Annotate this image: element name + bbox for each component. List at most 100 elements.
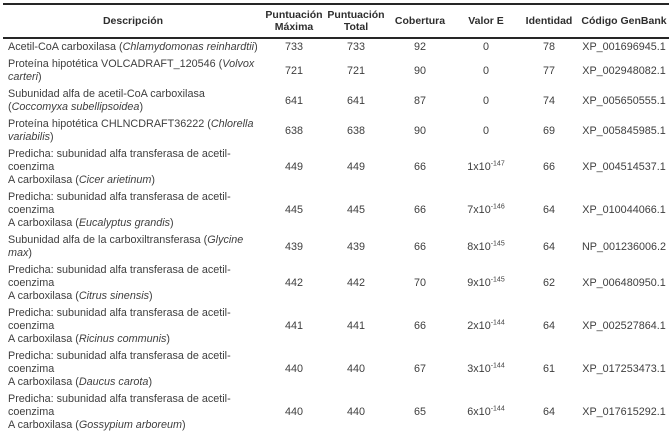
description-cell: Predicha: subunidad alfa transferasa de … bbox=[3, 262, 263, 305]
table-row: Subunidad alfa de acetil-CoA carboxilasa… bbox=[3, 86, 669, 116]
total-score-cell: 440 bbox=[346, 406, 365, 419]
description-text: A carboxilasa ( bbox=[8, 419, 79, 432]
species-name: Glycine max bbox=[8, 234, 244, 260]
description-text: Subunidad alfa de acetil-CoA carboxilasa bbox=[8, 88, 205, 101]
table-row: Predicha: subunidad alfa transferasa de … bbox=[3, 262, 669, 305]
species-name: Coccomyxa subellipsoidea bbox=[11, 101, 140, 114]
description-cell: Predicha: subunidad alfa transferasa de … bbox=[3, 189, 263, 232]
evalue-exponent: -145 bbox=[490, 240, 505, 248]
coverage-cell: 66 bbox=[413, 320, 426, 333]
total-score-cell: 442 bbox=[346, 277, 365, 290]
coverage-cell: 70 bbox=[413, 277, 426, 290]
genbank-code-cell: XP_005845985.1 bbox=[582, 124, 666, 137]
total-score-cell: 641 bbox=[346, 94, 365, 107]
description-cell: Predicha: subunidad alfa transferasa de … bbox=[3, 305, 263, 348]
table-row: Predicha: subunidad alfa transferasa de … bbox=[3, 348, 669, 391]
total-score-cell: 638 bbox=[346, 124, 365, 137]
description-text: ) bbox=[149, 290, 153, 303]
evalue-cell: 9x10-145 bbox=[467, 276, 505, 290]
description-cell: Predicha: subunidad alfa transferasa de … bbox=[3, 146, 263, 189]
coverage-cell: 65 bbox=[413, 406, 426, 419]
evalue-exponent: -144 bbox=[490, 319, 505, 327]
identity-cell: 64 bbox=[542, 240, 555, 253]
identity-cell: 61 bbox=[542, 363, 555, 376]
description-text: ) bbox=[182, 419, 186, 432]
evalue-cell: 0 bbox=[482, 94, 489, 107]
description-cell: Predicha: subunidad alfa transferasa de … bbox=[3, 391, 263, 434]
description-text: Predicha: subunidad alfa transferasa de … bbox=[8, 191, 231, 217]
max-score-cell: 638 bbox=[284, 124, 303, 137]
total-score-cell: 439 bbox=[346, 240, 365, 253]
coverage-cell: 66 bbox=[413, 240, 426, 253]
header-valor-e: Valor E bbox=[453, 2, 519, 40]
total-score-cell: 721 bbox=[346, 64, 365, 77]
description-text: Proteína hipotética CHLNCDRAFT36222 ( bbox=[8, 118, 211, 131]
description-cell: Proteína hipotética VOLCADRAFT_120546 (V… bbox=[3, 56, 263, 86]
identity-cell: 78 bbox=[542, 41, 555, 54]
genbank-code-cell: XP_017253473.1 bbox=[582, 363, 666, 376]
evalue-cell: 8x10-145 bbox=[467, 240, 505, 253]
blast-results-table: Descripción Puntuación Máxima Puntuación… bbox=[3, 2, 669, 437]
max-score-cell: 721 bbox=[284, 64, 303, 77]
genbank-code-cell: XP_017615292.1 bbox=[582, 406, 666, 419]
header-codigo-genbank: Código GenBank bbox=[579, 2, 669, 40]
genbank-code-cell: XP_001696945.1 bbox=[582, 41, 666, 54]
total-score-cell: 445 bbox=[346, 204, 365, 217]
description-text: A carboxilasa ( bbox=[8, 174, 79, 187]
identity-cell: 74 bbox=[542, 94, 555, 107]
coverage-cell: 87 bbox=[413, 94, 426, 107]
identity-cell: 69 bbox=[542, 124, 555, 137]
description-text: ) bbox=[166, 333, 171, 346]
results-table-body: Acetil-CoA carboxilasa (Chlamydomonas re… bbox=[3, 38, 669, 437]
max-score-cell: 449 bbox=[284, 161, 303, 174]
header-identidad: Identidad bbox=[519, 2, 579, 40]
description-text: A carboxilasa ( bbox=[8, 290, 79, 303]
coverage-cell: 92 bbox=[413, 41, 426, 54]
species-name: Chlamydomonas reinhardtii bbox=[122, 41, 255, 54]
table-row: Proteína hipotética VOLCADRAFT_120546 (V… bbox=[3, 56, 669, 86]
description-text: ) bbox=[38, 71, 42, 84]
description-text: A carboxilasa ( bbox=[8, 333, 79, 346]
description-cell: Predicha: subunidad alfa transferasa de … bbox=[3, 348, 263, 391]
table-row: Predicha: subunidad alfa transferasa de … bbox=[3, 305, 669, 348]
max-score-cell: 439 bbox=[284, 240, 303, 253]
header-puntuacion-total: Puntuación Total bbox=[325, 2, 387, 40]
genbank-code-cell: NP_001236006.2 bbox=[581, 240, 667, 253]
max-score-cell: 440 bbox=[284, 406, 303, 419]
genbank-code-cell: XP_002527864.1 bbox=[582, 320, 666, 333]
evalue-exponent: -147 bbox=[490, 160, 505, 168]
max-score-cell: 641 bbox=[284, 94, 303, 107]
description-text: ) bbox=[50, 131, 54, 144]
species-name: Ricinus communis bbox=[78, 333, 167, 346]
description-text: Predicha: subunidad alfa transferasa de … bbox=[8, 350, 231, 376]
max-score-cell: 733 bbox=[284, 41, 303, 54]
evalue-cell: 3x10-144 bbox=[467, 362, 505, 376]
evalue-exponent: -145 bbox=[490, 276, 505, 284]
max-score-cell: 440 bbox=[284, 363, 303, 376]
evalue-cell: 0 bbox=[482, 64, 489, 77]
total-score-cell: 440 bbox=[346, 363, 365, 376]
identity-cell: 62 bbox=[542, 277, 555, 290]
description-text: ) bbox=[28, 247, 33, 260]
header-descripcion: Descripción bbox=[3, 2, 263, 40]
evalue-cell: 0 bbox=[482, 124, 489, 137]
table-header: Descripción Puntuación Máxima Puntuación… bbox=[3, 2, 669, 40]
species-name: Daucus carota bbox=[78, 376, 149, 389]
identity-cell: 64 bbox=[542, 204, 555, 217]
description-text: ) bbox=[151, 174, 156, 187]
table-row: Predicha: subunidad alfa transferasa de … bbox=[3, 189, 669, 232]
description-text: Predicha: subunidad alfa transferasa de … bbox=[8, 264, 231, 290]
total-score-cell: 733 bbox=[346, 41, 365, 54]
header-row: Descripción Puntuación Máxima Puntuación… bbox=[3, 2, 669, 40]
evalue-exponent: -146 bbox=[490, 203, 505, 211]
description-text: Predicha: subunidad alfa transferasa de … bbox=[8, 393, 231, 419]
table-row: Proteína hipotética CHLNCDRAFT36222 (Chl… bbox=[3, 116, 669, 146]
table-row: Subunidad alfa de la carboxiltransferasa… bbox=[3, 232, 669, 262]
evalue-exponent: -144 bbox=[490, 362, 505, 370]
genbank-code-cell: XP_010044066.1 bbox=[582, 204, 666, 217]
max-score-cell: 445 bbox=[284, 204, 303, 217]
description-text: ( bbox=[8, 101, 12, 114]
evalue-cell: 2x10-144 bbox=[467, 319, 505, 333]
evalue-cell: 0 bbox=[482, 41, 489, 54]
genbank-code-cell: XP_002948082.1 bbox=[582, 64, 666, 77]
